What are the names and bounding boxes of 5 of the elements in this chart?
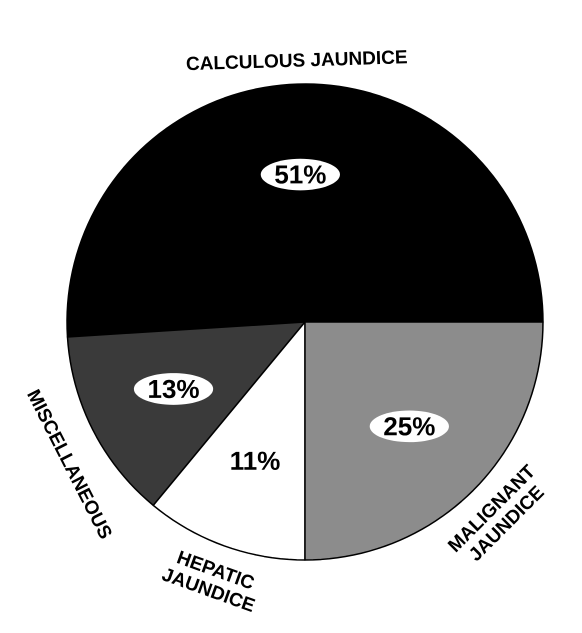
data-label: 25% [384, 417, 435, 436]
slice-label: CALCULOUS JAUNDICE [186, 50, 407, 70]
data-label: 51% [275, 165, 326, 184]
data-label: 11% [231, 452, 280, 470]
data-label: 13% [149, 380, 199, 398]
